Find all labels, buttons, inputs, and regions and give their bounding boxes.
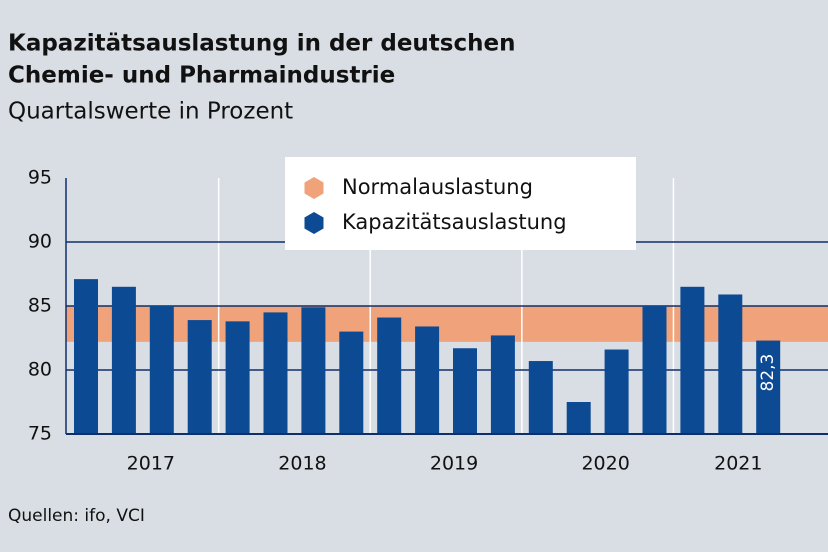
x-tick-label: 2018 — [278, 453, 326, 475]
y-tick-label: 80 — [28, 359, 52, 381]
y-tick-label: 85 — [28, 295, 52, 317]
bar — [74, 279, 98, 434]
y-tick-label: 75 — [28, 423, 52, 445]
bar — [225, 321, 250, 434]
bar — [756, 340, 781, 434]
bar — [642, 306, 667, 434]
bar — [111, 286, 136, 434]
bar — [339, 331, 364, 434]
chart-title: Kapazitätsauslastung in der deutschen — [8, 31, 515, 57]
legend-marker — [304, 212, 324, 234]
chart-title: Chemie- und Pharmaindustrie — [8, 63, 395, 89]
bar — [301, 307, 326, 434]
bar — [718, 294, 743, 434]
bar — [604, 349, 629, 434]
chart-subtitle: Quartalswerte in Prozent — [8, 99, 293, 125]
x-tick-label: 2017 — [127, 453, 175, 475]
bar — [680, 286, 705, 434]
x-tick-label: 2020 — [581, 453, 629, 475]
bar — [453, 348, 477, 434]
x-tick-label: 2021 — [714, 453, 762, 475]
value-label: 82,3 — [758, 354, 778, 392]
bar — [187, 320, 212, 434]
bar — [377, 317, 402, 434]
y-tick-label: 95 — [28, 167, 52, 189]
legend-marker — [304, 177, 324, 199]
bar — [263, 312, 288, 434]
legend-label: Normalauslastung — [342, 175, 533, 199]
bar — [528, 361, 553, 434]
bar — [490, 335, 515, 434]
x-tick-label: 2019 — [430, 453, 478, 475]
bar — [566, 402, 591, 434]
legend-box — [285, 157, 636, 250]
legend-label: Kapazitätsauslastung — [342, 210, 567, 234]
normal-band — [66, 306, 828, 342]
y-tick-label: 90 — [28, 231, 52, 253]
bar — [415, 326, 440, 434]
bar — [149, 306, 174, 434]
source: Quellen: ifo, VCI — [8, 506, 145, 526]
